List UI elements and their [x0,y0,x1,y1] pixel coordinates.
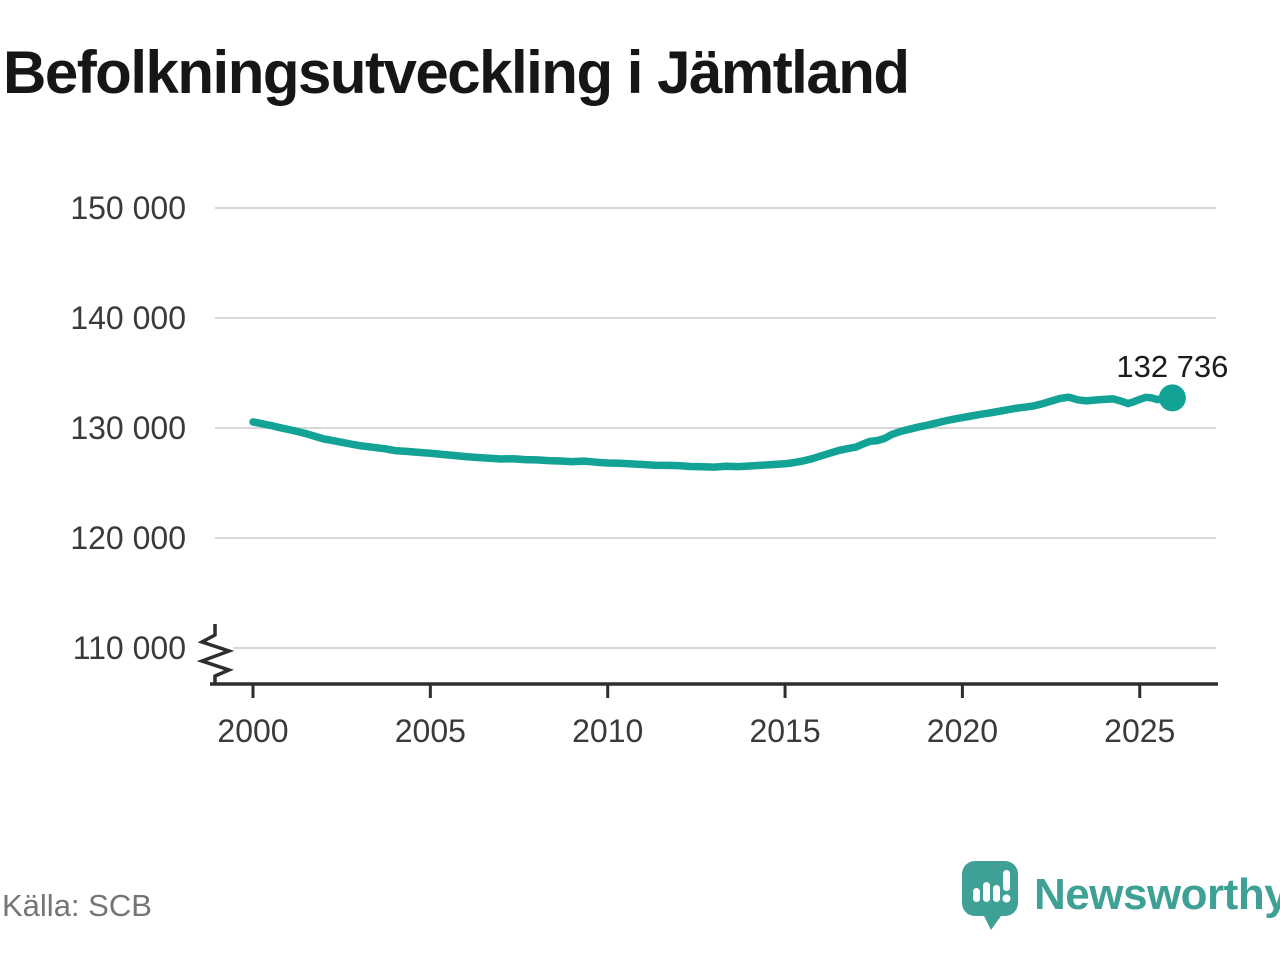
y-tick-label: 150 000 [70,190,186,226]
x-tick-label: 2020 [927,713,998,749]
population-line [249,393,1177,471]
newsworthy-logo-icon [962,861,1018,930]
exclamation-dot-icon [1002,894,1011,903]
x-tick-label: 2015 [749,713,820,749]
x-tick-label: 2000 [217,713,288,749]
source-label: Källa: SCB [2,888,152,923]
page-title: Befolkningsutveckling i Jämtland [3,39,910,106]
y-tick-label: 110 000 [73,630,186,666]
newsworthy-logo-text: Newsworthy [1034,870,1280,919]
bar-icon-small [973,888,980,902]
bar-icon-large [983,882,990,902]
axis-break-icon [196,624,235,684]
y-tick-label: 140 000 [70,300,186,336]
x-tick-label: 2010 [572,713,643,749]
endpoint-dot [1158,384,1186,412]
exclamation-bar-icon [1003,870,1010,891]
endpoint-value-label: 132 736 [1116,349,1228,384]
newsworthy-logo: Newsworthy [961,860,1280,932]
population-line-chart: 110 000 120 000 130 000 140 000 150 000 2000 2… [70,190,1228,749]
x-tick-label: 2005 [395,713,466,749]
y-tick-label: 120 000 [70,520,186,556]
bar-icon-medium [993,885,1000,902]
y-tick-label: 130 000 [70,410,186,446]
x-tick-label: 2025 [1104,713,1175,749]
